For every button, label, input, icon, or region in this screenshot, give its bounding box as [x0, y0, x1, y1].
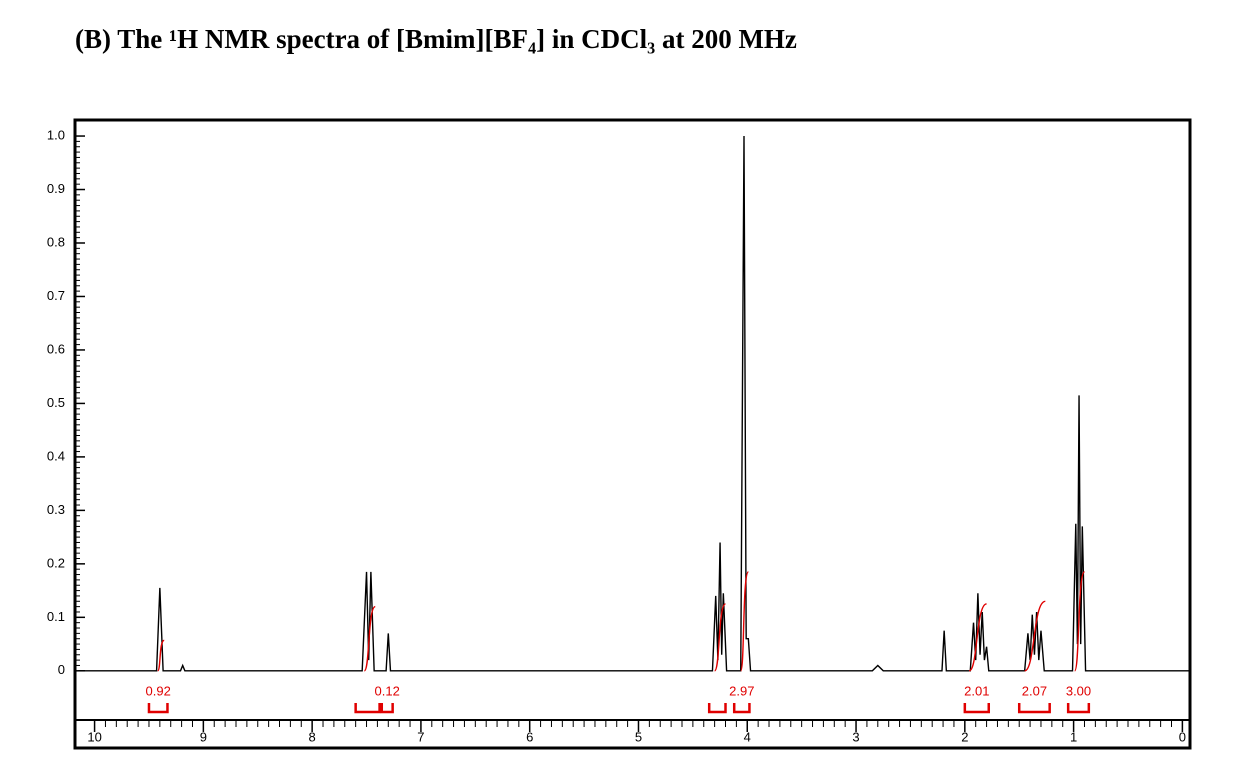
integral-bracket	[354, 703, 381, 714]
x-tick-label: 4	[744, 729, 751, 744]
y-tick-label: 0.4	[47, 448, 65, 463]
integral-bracket	[380, 703, 394, 714]
x-tick-label: 2	[961, 729, 968, 744]
integral-curve	[1074, 571, 1086, 672]
integral-label: 2.07	[1022, 683, 1047, 698]
integral-curve	[740, 571, 750, 672]
integral-bracket	[1066, 703, 1091, 714]
integral-bracket	[732, 703, 751, 714]
integral-bracket	[963, 703, 991, 714]
y-tick-label: 1.0	[47, 127, 65, 142]
integral-bracket	[707, 703, 727, 714]
y-tick-label: 0.3	[47, 502, 65, 517]
x-tick-label: 6	[526, 729, 533, 744]
chart-title: (B) The ¹H NMR spectra of [Bmim][BF₄] in…	[75, 24, 797, 54]
y-tick-label: 0.1	[47, 609, 65, 624]
x-tick-label: 5	[635, 729, 642, 744]
x-tick-label: 10	[87, 729, 101, 744]
integral-curve	[156, 639, 165, 672]
x-tick-label: 1	[1070, 729, 1077, 744]
x-tick-label: 7	[417, 729, 424, 744]
integral-label: 3.00	[1066, 683, 1091, 698]
integral-label: 0.92	[146, 683, 171, 698]
integral-label: 2.01	[964, 683, 989, 698]
x-tick-label: 9	[200, 729, 207, 744]
integral-label: 2.97	[729, 683, 754, 698]
y-tick-label: 0.5	[47, 395, 65, 410]
integral-curve	[1024, 600, 1046, 672]
integral-bracket	[1017, 703, 1051, 714]
integral-curve	[363, 605, 376, 672]
integral-curve	[968, 603, 987, 672]
y-tick-label: 0.7	[47, 288, 65, 303]
y-tick-label: 0	[58, 662, 65, 677]
y-tick-label: 0.9	[47, 181, 65, 196]
spectrum-line	[78, 136, 1189, 672]
x-tick-label: 3	[852, 729, 859, 744]
plot-frame	[73, 118, 1192, 750]
integral-label: 0.12	[375, 683, 400, 698]
integral-curve	[713, 603, 727, 672]
y-tick-label: 0.2	[47, 555, 65, 570]
y-tick-label: 0.6	[47, 341, 65, 356]
integral-bracket	[147, 703, 169, 714]
y-tick-label: 0.8	[47, 234, 65, 249]
x-tick-label: 0	[1179, 729, 1186, 744]
x-tick-label: 8	[309, 729, 316, 744]
